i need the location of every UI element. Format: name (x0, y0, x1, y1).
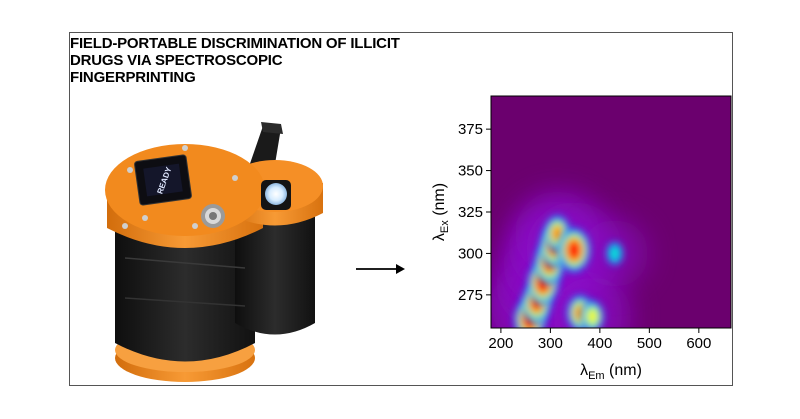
y-tick-label-3: 350 (458, 163, 483, 180)
portable-spectrometer-image: READY (105, 122, 323, 382)
x-tick-label-0: 200 (488, 335, 513, 352)
y-tick-label-4: 375 (458, 121, 483, 138)
process-arrow (356, 264, 405, 274)
x-axis-ticks: 200 300 400 500 600 (488, 328, 711, 352)
title-line-2: DRUGS VIA SPECTROSCOPIC (70, 52, 283, 69)
peak-8 (581, 300, 604, 328)
x-axis-label: λEm (nm) (580, 362, 642, 382)
side-cylinder (235, 208, 315, 335)
illuminated-button (261, 180, 291, 210)
x-tick-label-1: 300 (538, 335, 563, 352)
y-axis-label: λEx (nm) (431, 183, 451, 241)
y-tick-label-2: 325 (458, 204, 483, 221)
heatmap-layer (491, 191, 649, 328)
peak-6 (558, 228, 591, 273)
power-button (201, 204, 225, 228)
y-tick-label-1: 300 (458, 245, 483, 262)
x-tick-label-2: 400 (587, 335, 612, 352)
x-tick-label-3: 500 (637, 335, 662, 352)
x-tick-label-4: 600 (686, 335, 711, 352)
y-tick-label-0: 275 (458, 287, 483, 304)
title-line-1: FIELD-PORTABLE DISCRIMINATION OF ILLICIT (70, 35, 400, 52)
excitation-emission-heatmap: 200 300 400 500 600 275 300 325 350 375 λEm (nm)… (431, 95, 732, 382)
figure-title: FIELD-PORTABLE DISCRIMINATION OF ILLICIT… (70, 35, 500, 86)
peak-9 (606, 241, 623, 266)
y-axis-ticks: 275 300 325 350 375 (458, 121, 491, 304)
figure-frame (69, 32, 733, 386)
main-cylinder (115, 228, 255, 362)
device-screen: READY (134, 154, 192, 206)
title-line-3: FINGERPRINTING (70, 69, 196, 86)
